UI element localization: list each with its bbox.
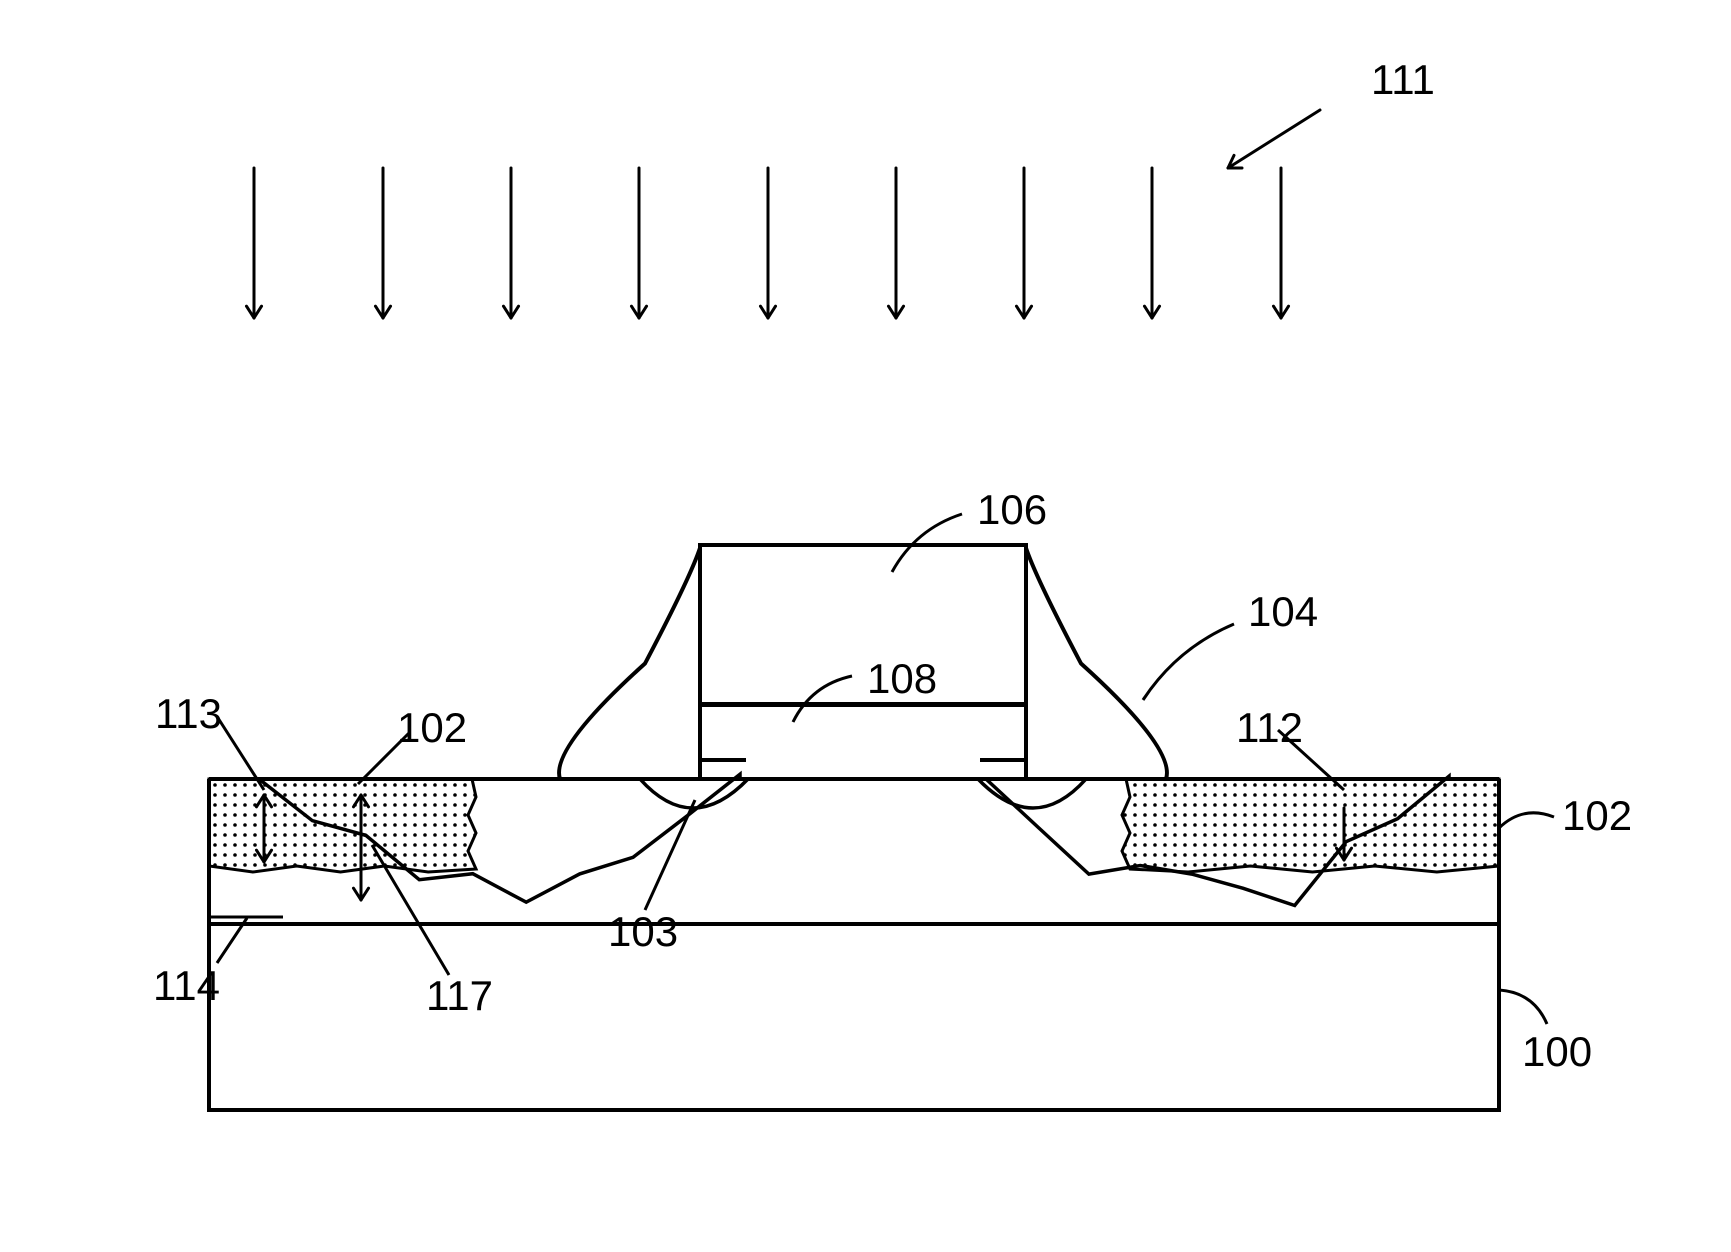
- label-103: 103: [608, 908, 678, 955]
- spacer-104-right: [1026, 548, 1167, 779]
- region-112-right: [1122, 779, 1499, 872]
- ext-103-right: [978, 779, 1086, 808]
- label-117: 117: [426, 972, 493, 1019]
- label-113: 113: [155, 690, 222, 737]
- label-111: 111: [1371, 56, 1435, 103]
- label-112: 112: [1236, 704, 1303, 751]
- label-100: 100: [1522, 1028, 1592, 1075]
- label-102: 102: [397, 704, 467, 751]
- region-112-left: [209, 779, 476, 872]
- spacer-104-left: [559, 548, 700, 779]
- label-104: 104: [1248, 588, 1318, 635]
- label-106: 106: [977, 486, 1047, 533]
- substrate-box: [209, 924, 1499, 1110]
- gate-106: [700, 545, 1026, 705]
- label-102: 102: [1562, 792, 1632, 839]
- label-108: 108: [867, 655, 937, 702]
- label-114: 114: [153, 962, 220, 1009]
